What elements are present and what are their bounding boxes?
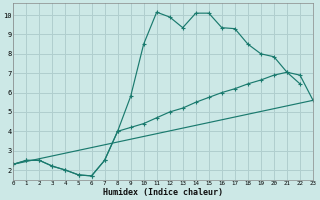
X-axis label: Humidex (Indice chaleur): Humidex (Indice chaleur) — [103, 188, 223, 197]
